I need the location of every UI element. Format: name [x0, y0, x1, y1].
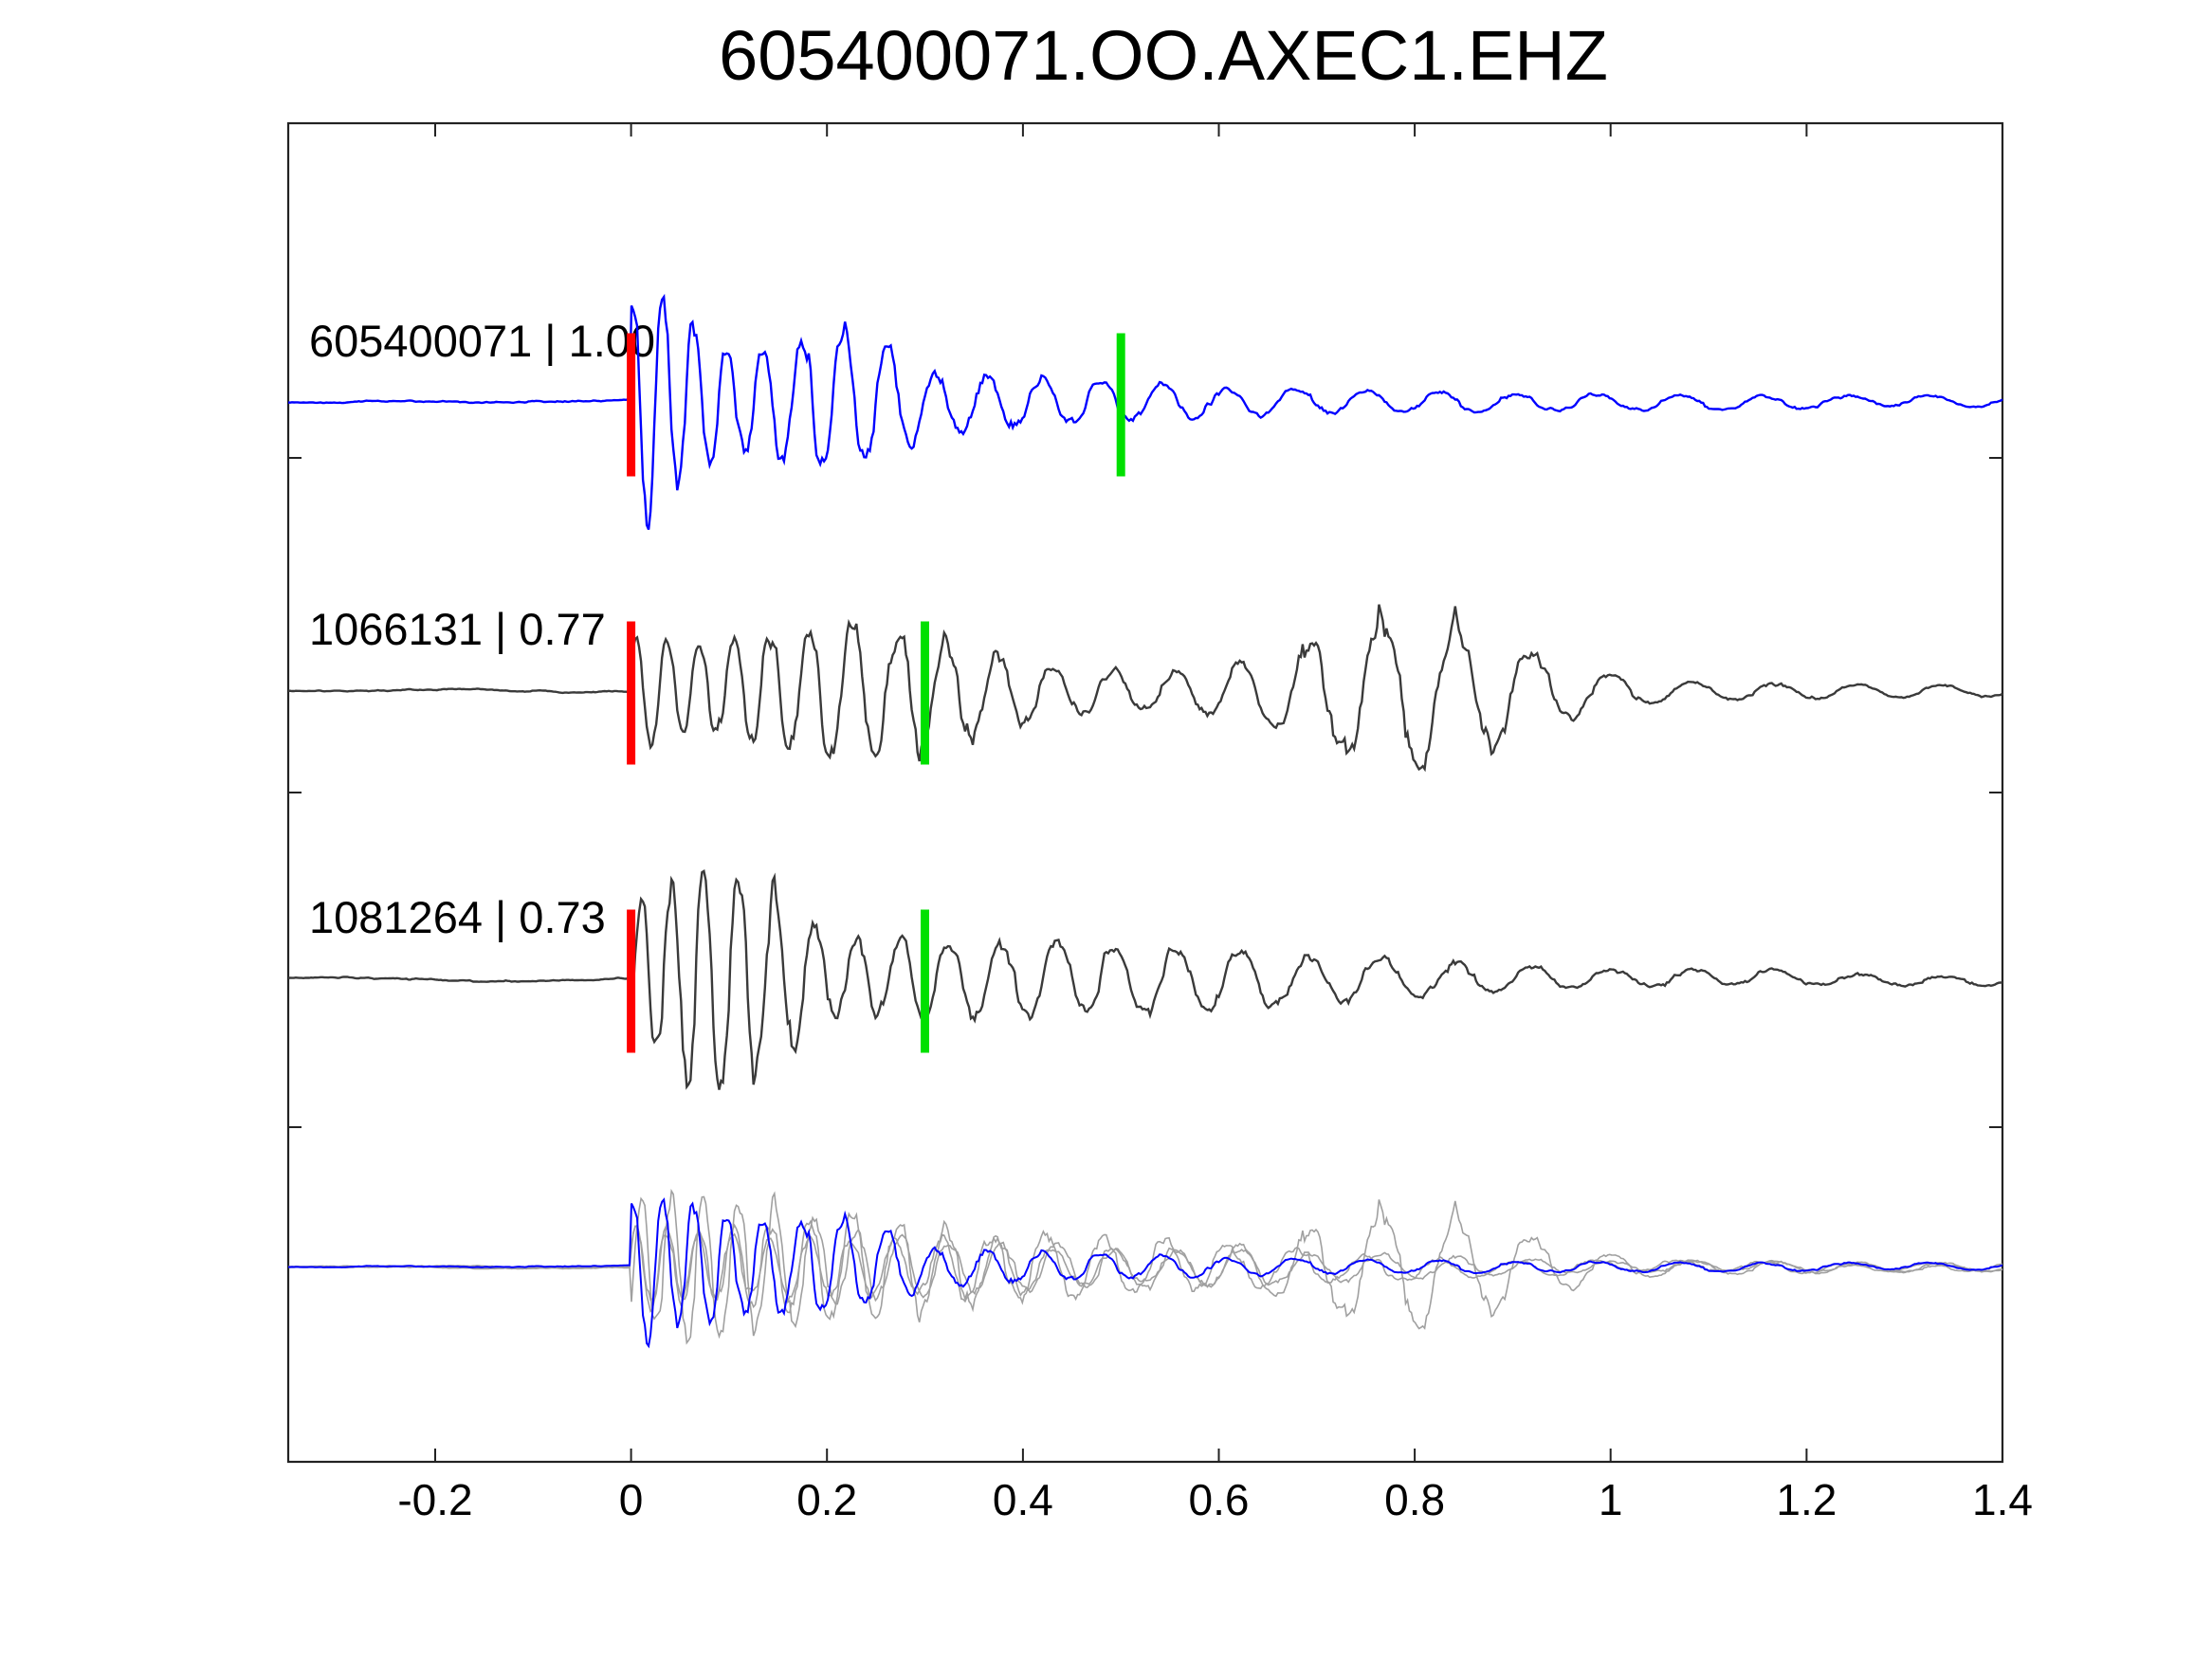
svg-text:0.4: 0.4 — [993, 1475, 1053, 1524]
svg-text:1066131 | 0.77: 1066131 | 0.77 — [309, 604, 606, 654]
svg-text:1081264 | 0.73: 1081264 | 0.73 — [309, 892, 606, 942]
svg-text:1.2: 1.2 — [1776, 1475, 1837, 1524]
svg-text:605400071 | 1.00: 605400071 | 1.00 — [309, 316, 655, 366]
svg-text:-0.2: -0.2 — [397, 1475, 472, 1524]
svg-text:0: 0 — [619, 1475, 644, 1524]
svg-text:1: 1 — [1599, 1475, 1623, 1524]
svg-text:1.4: 1.4 — [1972, 1475, 2033, 1524]
svg-text:0.2: 0.2 — [796, 1475, 857, 1524]
svg-text:0.6: 0.6 — [1189, 1475, 1250, 1524]
svg-text:605400071.OO.AXEC1.EHZ: 605400071.OO.AXEC1.EHZ — [719, 16, 1608, 95]
svg-text:0.8: 0.8 — [1384, 1475, 1445, 1524]
